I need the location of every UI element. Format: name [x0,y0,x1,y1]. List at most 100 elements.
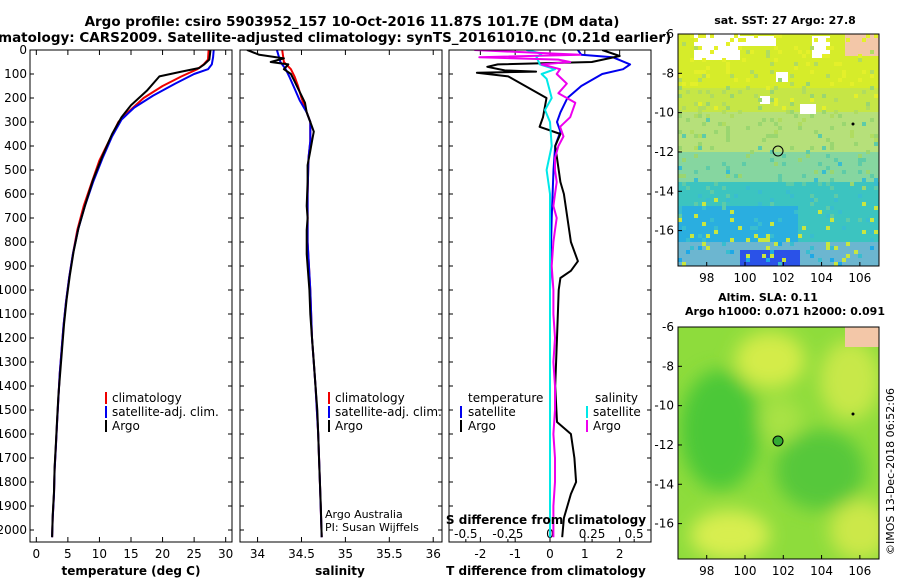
sst-pixel [874,186,878,190]
sst-pixel [774,46,778,50]
sst-map-island [851,122,855,126]
sst-pixel [790,182,794,186]
sst-pixel [774,122,778,126]
sst-pixel [782,106,786,110]
sst-pixel [742,162,746,166]
sst-pixel [862,90,866,94]
sst-pixel [702,134,706,138]
series-climatology [51,50,210,538]
sst-pixel [758,238,762,242]
y-tick-label: 1800 [0,475,27,489]
sst-pixel [686,250,690,254]
sst-pixel [682,158,686,162]
sst-pixel [814,130,818,134]
sst-pixel [842,226,846,230]
sst-pixel [722,90,726,94]
sst-pixel [694,214,698,218]
sst-pixel [874,138,878,142]
sst-pixel [842,122,846,126]
sst-pixel [858,54,862,58]
sst-pixel [774,102,778,106]
sst-pixel [726,194,730,198]
sst-pixel [774,34,778,38]
sst-pixel [814,38,818,42]
sst-pixel [834,194,838,198]
sst-pixel [850,130,854,134]
salinity-legend: climatology satellite-adj. clim. Argo [328,391,442,433]
x-tick-label: 10 [92,547,107,561]
sst-pixel [842,170,846,174]
map-x-tick-label: 100 [734,564,757,578]
series-satellite-adj-clim- [51,50,215,538]
sst-pixel [726,42,730,46]
sst-pixel [778,262,782,266]
sst-pixel [770,150,774,154]
sst-pixel [710,146,714,150]
sst-pixel [774,242,778,246]
sst-pixel [830,126,834,130]
sst-pixel [758,222,762,226]
sst-pixel [694,70,698,74]
sst-pixel [706,66,710,70]
sst-pixel [698,246,702,250]
sst-pixel [738,174,742,178]
sst-pixel [682,106,686,110]
sst-pixel [778,126,782,130]
sst-pixel [798,234,802,238]
sst-pixel [726,134,730,138]
sst-pixel [802,174,806,178]
sst-pixel [690,246,694,250]
sst-pixel [690,34,694,38]
sst-pixel [830,142,834,146]
sst-pixel [758,106,762,110]
sst-pixel [698,142,702,146]
sst-pixel [702,106,706,110]
figure-title-line1: Argo profile: csiro 5903952_157 10-Oct-2… [85,14,620,30]
sst-pixel [870,74,874,78]
sst-pixel [814,62,818,66]
sst-pixel [766,258,770,262]
sst-pixel [714,226,718,230]
sst-pixel [810,94,814,98]
sst-pixel [810,70,814,74]
sst-pixel [830,258,834,262]
temperature-panel-frame [29,49,233,543]
sla-map-title-line1: Altim. SLA: 0.11 [718,291,818,304]
sst-pixel [746,254,750,258]
y-tick-label: 2000 [0,523,27,537]
sst-pixel [874,34,878,38]
sst-pixel [746,186,750,190]
sla-map-title-line2: Argo h1000: 0.071 h2000: 0.091 [685,305,885,318]
y-tick-label: 1700 [0,451,27,465]
sst-pixel [862,158,866,162]
sst-pixel [830,146,834,150]
sst-pixel [810,46,814,50]
sst-pixel [706,234,710,238]
sst-pixel [778,242,782,246]
sst-pixel [790,74,794,78]
legend-argo-label: Argo [112,419,140,433]
sst-pixel [786,110,790,114]
sst-pixel [862,122,866,126]
sst-pixel [822,54,826,58]
sst-pixel [698,102,702,106]
y-tick-label: 600 [4,187,27,201]
sst-pixel [734,78,738,82]
sst-pixel [766,50,770,54]
sst-pixel [810,246,814,250]
sst-pixel [698,114,702,118]
sst-pixel [762,254,766,258]
legend-temperature-title: temperature [468,391,543,405]
sst-pixel [830,178,834,182]
sst-pixel [818,182,822,186]
sst-pixel [678,74,682,78]
sst-pixel [714,182,718,186]
sst-pixel [870,218,874,222]
sst-pixel [726,138,730,142]
sst-pixel [754,94,758,98]
sst-pixel [754,74,758,78]
x-tick-label: 20 [155,547,170,561]
sst-pixel [690,234,694,238]
sst-pixel [834,158,838,162]
sst-pixel [686,90,690,94]
